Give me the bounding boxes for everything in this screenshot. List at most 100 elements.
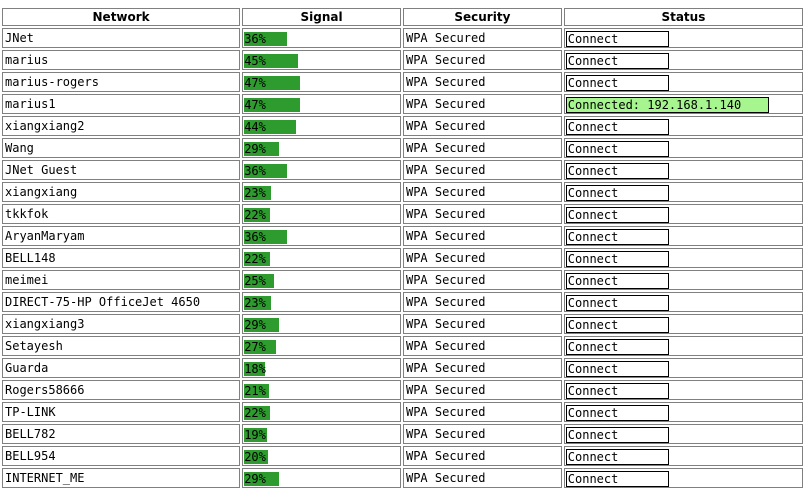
status-cell: Connect [563, 402, 803, 422]
status-cell: Connect [563, 72, 803, 92]
signal-cell: 21% [242, 380, 401, 400]
signal-bar: 22% [244, 406, 271, 420]
security-type: WPA Secured [402, 50, 562, 70]
status-cell: Connected: 192.168.1.140 [563, 94, 803, 114]
security-type: WPA Secured [402, 446, 562, 466]
status-cell: Connect [563, 468, 803, 488]
signal-cell: 20% [242, 446, 401, 466]
header-signal: Signal [242, 8, 401, 26]
status-cell: Connect [563, 446, 803, 466]
security-type: WPA Secured [402, 270, 562, 290]
status-cell: Connect [563, 424, 803, 444]
connect-button[interactable]: Connect [565, 360, 669, 377]
network-name: xiangxiang3 [2, 314, 241, 334]
network-name: TP-LINK [2, 402, 241, 422]
signal-cell: 23% [242, 292, 401, 312]
signal-cell: 25% [242, 270, 401, 290]
table-row: Wang 29% WPA Secured Connect [2, 138, 803, 158]
network-name: BELL782 [2, 424, 241, 444]
signal-cell: 45% [242, 50, 401, 70]
security-type: WPA Secured [402, 358, 562, 378]
table-row: marius 45% WPA Secured Connect [2, 50, 803, 70]
signal-cell: 22% [242, 248, 401, 268]
network-name: BELL148 [2, 248, 241, 268]
connect-button[interactable]: Connect [565, 184, 669, 201]
connect-button[interactable]: Connect [565, 228, 669, 245]
connect-button[interactable]: Connect [565, 470, 669, 487]
connect-button[interactable]: Connect [565, 426, 669, 443]
security-type: WPA Secured [402, 160, 562, 180]
network-name: marius-rogers [2, 72, 241, 92]
security-type: WPA Secured [402, 204, 562, 224]
status-cell: Connect [563, 182, 803, 202]
table-row: TP-LINK 22% WPA Secured Connect [2, 402, 803, 422]
signal-cell: 29% [242, 314, 401, 334]
security-type: WPA Secured [402, 468, 562, 488]
signal-cell: 44% [242, 116, 401, 136]
security-type: WPA Secured [402, 226, 562, 246]
table-row: tkkfok 22% WPA Secured Connect [2, 204, 803, 224]
status-cell: Connect [563, 248, 803, 268]
network-name: meimei [2, 270, 241, 290]
connect-button[interactable]: Connect [565, 448, 669, 465]
table-row: INTERNET_ME 29% WPA Secured Connect [2, 468, 803, 488]
security-type: WPA Secured [402, 248, 562, 268]
signal-bar: 47% [244, 76, 301, 90]
status-cell: Connect [563, 226, 803, 246]
table-row: DIRECT-75-HP OfficeJet 4650 23% WPA Secure… [2, 292, 803, 312]
connect-button[interactable]: Connect [565, 404, 669, 421]
network-name: Guarda [2, 358, 241, 378]
connect-button[interactable]: Connect [565, 382, 669, 399]
network-name: Rogers58666 [2, 380, 241, 400]
network-name: xiangxiang2 [2, 116, 241, 136]
security-type: WPA Secured [402, 336, 562, 356]
table-row: xiangxiang2 44% WPA Secured Connect [2, 116, 803, 136]
signal-bar: 44% [244, 120, 297, 134]
signal-cell: 19% [242, 424, 401, 444]
table-row: BELL954 20% WPA Secured Connect [2, 446, 803, 466]
signal-cell: 47% [242, 94, 401, 114]
signal-bar: 25% [244, 274, 275, 288]
signal-cell: 29% [242, 468, 401, 488]
connect-button[interactable]: Connect [565, 206, 669, 223]
network-name: marius1 [2, 94, 241, 114]
connect-button[interactable]: Connect [565, 316, 669, 333]
signal-cell: 22% [242, 402, 401, 422]
connect-button[interactable]: Connect [565, 52, 669, 69]
connect-button[interactable]: Connect [565, 74, 669, 91]
signal-bar: 47% [244, 98, 301, 112]
table-row: Setayesh 27% WPA Secured Connect [2, 336, 803, 356]
security-type: WPA Secured [402, 424, 562, 444]
header-network: Network [2, 8, 241, 26]
network-name: marius [2, 50, 241, 70]
signal-bar: 29% [244, 142, 280, 156]
table-row: xiangxiang 23% WPA Secured Connect [2, 182, 803, 202]
status-cell: Connect [563, 138, 803, 158]
connect-button[interactable]: Connect [565, 294, 669, 311]
signal-bar: 21% [244, 384, 270, 398]
table-row: xiangxiang3 29% WPA Secured Connect [2, 314, 803, 334]
connect-button[interactable]: Connect [565, 140, 669, 157]
connect-button[interactable]: Connect [565, 118, 669, 135]
security-type: WPA Secured [402, 314, 562, 334]
signal-cell: 23% [242, 182, 401, 202]
table-row: AryanMaryam 36% WPA Secured Connect [2, 226, 803, 246]
signal-bar: 23% [244, 296, 272, 310]
signal-cell: 22% [242, 204, 401, 224]
connect-button[interactable]: Connect [565, 250, 669, 267]
status-cell: Connect [563, 270, 803, 290]
connect-button[interactable]: Connect [565, 338, 669, 355]
network-table: Network Signal Security Status JNet 36% WP… [0, 6, 805, 490]
signal-bar: 36% [244, 230, 288, 244]
table-row: BELL782 19% WPA Secured Connect [2, 424, 803, 444]
table-row: Guarda 18% WPA Secured Connect [2, 358, 803, 378]
connect-button[interactable]: Connect [565, 30, 669, 47]
network-name: xiangxiang [2, 182, 241, 202]
status-cell: Connect [563, 292, 803, 312]
network-name: Wang [2, 138, 241, 158]
signal-bar: 29% [244, 472, 280, 486]
connect-button[interactable]: Connect [565, 162, 669, 179]
connect-button[interactable]: Connect [565, 272, 669, 289]
status-cell: Connect [563, 50, 803, 70]
signal-cell: 36% [242, 226, 401, 246]
